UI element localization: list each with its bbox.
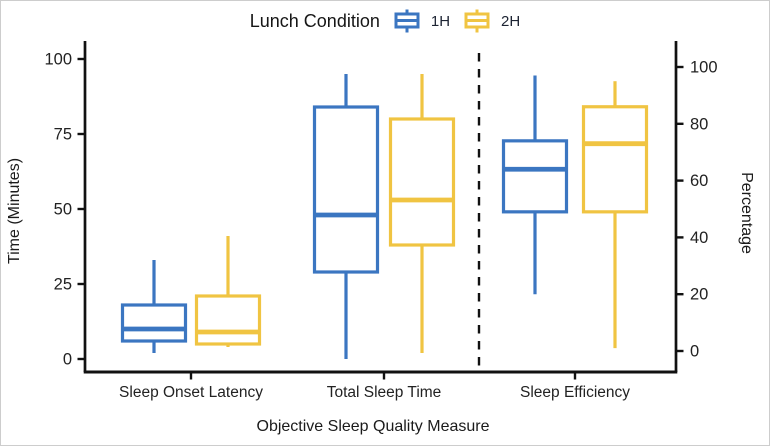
box-1h-sleep-efficiency xyxy=(501,139,569,214)
legend-title: Lunch Condition xyxy=(249,10,380,31)
left-axis-tick-label: 0 xyxy=(63,351,72,369)
legend-item-1h: 1H xyxy=(392,8,450,34)
boxplot-key-2h-icon xyxy=(464,9,490,33)
left-axis-tick-label: 50 xyxy=(54,201,72,219)
category-label-sleep-efficiency: Sleep Efficiency xyxy=(520,384,630,401)
box-2h-total-sleep-time xyxy=(388,117,456,247)
x-axis-title: Objective Sleep Quality Measure xyxy=(256,418,490,435)
right-axis-tick-label: 0 xyxy=(690,343,699,361)
box-2h-sleep-onset-latency xyxy=(194,294,262,346)
right-axis-tick-label: 20 xyxy=(690,286,708,304)
legend-item-2h: 2H xyxy=(462,8,520,34)
box-1h-total-sleep-time xyxy=(312,105,380,274)
box-2h-sleep-efficiency xyxy=(581,105,649,214)
category-label-sleep-onset-latency: Sleep Onset Latency xyxy=(119,384,263,401)
right-axis-tick-label: 60 xyxy=(690,172,708,190)
left-axis-tick-label: 75 xyxy=(54,126,72,144)
left-axis-tick-label: 100 xyxy=(44,51,72,69)
left-axis-tick-label: 25 xyxy=(54,276,72,294)
category-label-total-sleep-time: Total Sleep Time xyxy=(327,384,442,401)
legend: Lunch Condition 1H 2H xyxy=(1,6,769,36)
box-1h-sleep-onset-latency xyxy=(120,303,188,343)
right-axis-tick-label: 100 xyxy=(690,59,718,77)
boxplot-key-1h-icon xyxy=(394,9,420,33)
right-axis-tick-label: 40 xyxy=(690,229,708,247)
right-axis-tick-label: 80 xyxy=(690,115,708,133)
legend-label-2h: 2H xyxy=(501,12,521,30)
legend-label-1h: 1H xyxy=(430,12,451,30)
